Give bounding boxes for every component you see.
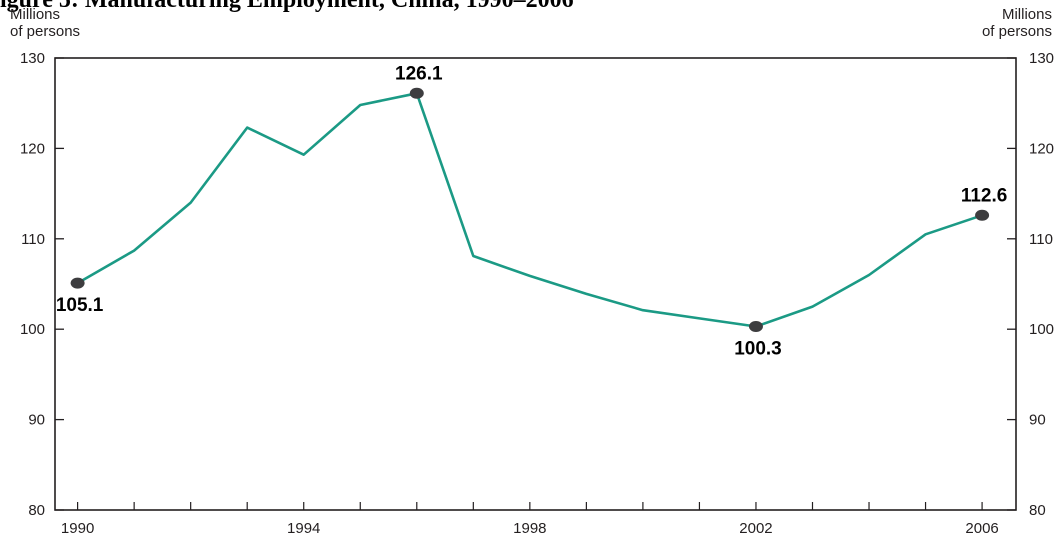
- employment-series-line: [76, 92, 984, 328]
- right-y-tick-label: 100: [1029, 321, 1054, 338]
- right-y-tick-label: 80: [1029, 502, 1046, 519]
- left-axis-unit-line-1: Millions: [10, 6, 61, 23]
- right-y-tick-label: 120: [1029, 140, 1054, 157]
- right-axis-unit-label: Millions of persons: [982, 6, 1052, 40]
- data-point-marker: [975, 209, 990, 221]
- x-tick-label: 2006: [965, 520, 998, 537]
- right-y-axis: 80 90 100 110 120 130: [1007, 50, 1054, 519]
- left-y-tick-label: 80: [28, 502, 45, 519]
- x-tick-label: 1994: [287, 520, 320, 537]
- data-point-marker: [409, 87, 424, 99]
- data-point-label: 100.3: [734, 338, 782, 359]
- right-y-tick-label: 130: [1029, 50, 1054, 67]
- data-point-marker: [748, 320, 763, 332]
- right-axis-unit-line-2: of persons: [981, 23, 1052, 40]
- data-point-label: 112.6: [961, 185, 1008, 206]
- left-y-tick-label: 90: [28, 412, 45, 429]
- data-point-label: 126.1: [395, 63, 443, 84]
- left-y-tick-label: 130: [20, 50, 45, 67]
- x-axis: 1990 1994 1998 2002 2006: [61, 502, 999, 537]
- data-point-label: 105.1: [56, 295, 104, 316]
- x-tick-label: 1998: [513, 520, 546, 537]
- right-y-tick-label: 90: [1029, 412, 1046, 429]
- left-axis-unit-line-2: of persons: [10, 23, 81, 40]
- left-y-tick-label: 110: [21, 231, 45, 248]
- left-y-tick-label: 100: [20, 321, 45, 338]
- highlighted-points: 105.1 126.1 100.3 112.6: [56, 63, 1007, 359]
- right-axis-unit-line-1: Millions: [1001, 6, 1052, 23]
- x-tick-label: 1990: [61, 520, 94, 537]
- data-point-marker: [70, 277, 85, 289]
- left-axis-unit-label: Millions of persons: [10, 6, 80, 40]
- chart-title: igure 5: Manufacturing Employment, China…: [0, 0, 574, 13]
- left-y-axis: 80 90 100 110 120 130: [20, 50, 64, 519]
- plot-area-frame: [54, 57, 1017, 511]
- left-y-tick-label: 120: [20, 140, 45, 157]
- x-tick-label: 2002: [739, 520, 772, 537]
- right-y-tick-label: 110: [1029, 231, 1053, 248]
